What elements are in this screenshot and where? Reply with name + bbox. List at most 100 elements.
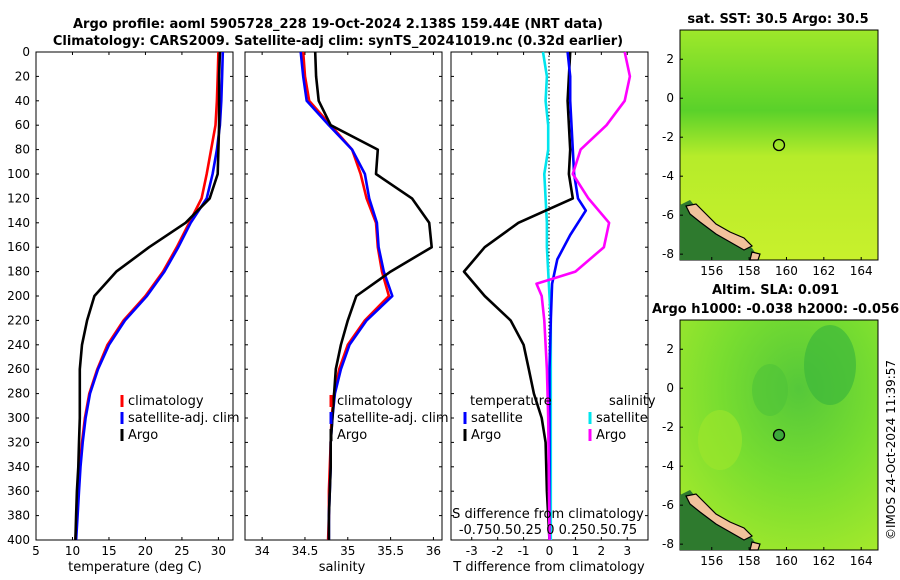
legend-temp-argo: Argo bbox=[471, 428, 501, 443]
lon-tick-label: 156 bbox=[700, 264, 723, 278]
lat-tick-label: -4 bbox=[662, 459, 674, 473]
difference-legend: temperature salinity satellite Argo sate… bbox=[463, 394, 656, 443]
difference-panel: -3 -2 -1 0 1 2 3 T difference from climatology… bbox=[450, 51, 656, 575]
depth-tick-label: 380 bbox=[7, 509, 30, 523]
sst-lon-ticks: 156 158 160 162 164 bbox=[700, 257, 873, 278]
depth-tick-label: 320 bbox=[7, 435, 30, 449]
depth-tick-label: 400 bbox=[7, 533, 30, 547]
difference-lines bbox=[462, 51, 632, 541]
salinity-axes bbox=[244, 51, 443, 541]
credit: ©IMOS 24-Oct-2024 11:39:57 bbox=[884, 360, 898, 540]
series-line-salinity-satellite bbox=[548, 51, 588, 540]
sla-high-1 bbox=[804, 325, 856, 405]
difference-tick-labels: -3 -2 -1 0 1 2 3 bbox=[451, 51, 648, 558]
depth-tick-label: 140 bbox=[7, 216, 30, 230]
depth-tick-label: 260 bbox=[7, 362, 30, 376]
lon-tick-label: 164 bbox=[850, 554, 873, 568]
x-tick-label: 34.5 bbox=[292, 544, 319, 558]
x-tick-label: 25 bbox=[174, 544, 189, 558]
depth-tick-label: 40 bbox=[15, 94, 30, 108]
depth-tick-label: 280 bbox=[7, 387, 30, 401]
depth-tick-label: 160 bbox=[7, 240, 30, 254]
x-tick-label: 3 bbox=[623, 544, 631, 558]
sla-low-1 bbox=[698, 410, 742, 470]
lat-tick-label: 0 bbox=[666, 91, 674, 105]
salinity-legend: climatology satellite-adj. clim Argo bbox=[329, 394, 449, 443]
x-tick-label: 20 bbox=[138, 544, 153, 558]
lon-tick-label: 156 bbox=[700, 554, 723, 568]
legend-climatology: climatology bbox=[337, 394, 413, 409]
depth-tick-label: 80 bbox=[15, 143, 30, 157]
lon-tick-label: 160 bbox=[775, 554, 798, 568]
sst-land bbox=[685, 203, 754, 251]
s-difference-label: S difference from climatology bbox=[452, 507, 644, 522]
title-line-1: Argo profile: aoml 5905728_228 19-Oct-20… bbox=[73, 17, 603, 32]
salinity-tick-labels: 34 34.5 35 35.5 36 bbox=[245, 51, 442, 558]
depth-tick-label: 200 bbox=[7, 289, 30, 303]
x-tick-label: 1 bbox=[572, 544, 580, 558]
lon-tick-label: 162 bbox=[812, 554, 835, 568]
depth-tick-label: 120 bbox=[7, 191, 30, 205]
s-difference-ticks: -0.750.50.25 0 0.250.50.75 bbox=[459, 523, 637, 538]
temperature-tick-labels: 5 10 15 20 25 30 bbox=[32, 51, 233, 558]
lat-tick-label: 2 bbox=[666, 52, 674, 66]
lon-tick-label: 160 bbox=[775, 264, 798, 278]
x-tick-label: 0 bbox=[546, 544, 554, 558]
depth-tick-label: 300 bbox=[7, 411, 30, 425]
depth-tick-label: 340 bbox=[7, 460, 30, 474]
x-tick-label: 10 bbox=[65, 544, 80, 558]
sla-lon-ticks: 156 158 160 162 164 bbox=[700, 547, 873, 568]
depth-tick-label: 180 bbox=[7, 265, 30, 279]
sst-land-island bbox=[749, 251, 761, 261]
x-tick-label: -1 bbox=[518, 544, 530, 558]
lat-tick-label: -4 bbox=[662, 169, 674, 183]
legend-title-temperature: temperature bbox=[470, 394, 552, 409]
sst-argo-marker bbox=[772, 138, 786, 152]
lon-tick-label: 162 bbox=[812, 264, 835, 278]
x-tick-label: -3 bbox=[466, 544, 478, 558]
lat-tick-label: -2 bbox=[662, 420, 674, 434]
x-tick-label: 5 bbox=[32, 544, 40, 558]
x-tick-label: 34 bbox=[254, 544, 269, 558]
lat-tick-label: -8 bbox=[662, 247, 674, 261]
legend-satellite: satellite-adj. clim bbox=[337, 411, 449, 426]
salinity-panel: 34 34.5 35 35.5 36 salinity climatology sate… bbox=[244, 51, 449, 575]
sst-lat-ticks: 2 0 -2 -4 -6 -8 bbox=[662, 52, 683, 261]
sst-title: sat. SST: 30.5 Argo: 30.5 bbox=[687, 12, 868, 27]
legend-satellite: satellite-adj. clim bbox=[128, 411, 240, 426]
depth-tick-label: 60 bbox=[15, 118, 30, 132]
sla-argo-marker bbox=[772, 428, 786, 442]
sla-high-2 bbox=[752, 364, 788, 416]
temperature-lines bbox=[74, 51, 225, 541]
legend-climatology: climatology bbox=[128, 394, 204, 409]
title-line-2: Climatology: CARS2009. Satellite-adj cli… bbox=[53, 34, 623, 49]
legend-argo: Argo bbox=[337, 428, 367, 443]
series-line-argo bbox=[74, 51, 222, 541]
depth-tick-label: 100 bbox=[7, 167, 30, 181]
series-line-salinity-argo bbox=[535, 51, 632, 541]
depth-tick-label: 240 bbox=[7, 338, 30, 352]
sst-map: sat. SST: 30.5 Argo: 30.5 2 0 -2 -4 -6 -8 156… bbox=[662, 12, 879, 278]
temperature-xlabel: temperature (deg C) bbox=[68, 560, 202, 575]
x-tick-label: 35.5 bbox=[377, 544, 404, 558]
depth-tick-label: 20 bbox=[15, 69, 30, 83]
depth-tick-label: 220 bbox=[7, 313, 30, 327]
temperature-axes bbox=[35, 51, 234, 541]
legend-title-salinity: salinity bbox=[609, 394, 656, 409]
x-tick-label: 36 bbox=[426, 544, 441, 558]
legend-temp-satellite: satellite bbox=[471, 411, 523, 426]
salinity-lines bbox=[299, 51, 434, 541]
x-tick-label: 2 bbox=[598, 544, 606, 558]
lon-tick-label: 158 bbox=[738, 264, 761, 278]
sla-land-island bbox=[749, 541, 761, 551]
lon-tick-label: 158 bbox=[738, 554, 761, 568]
sla-land bbox=[685, 493, 754, 541]
x-tick-label: -2 bbox=[492, 544, 504, 558]
salinity-xlabel: salinity bbox=[319, 560, 366, 575]
lat-tick-label: 2 bbox=[666, 342, 674, 356]
depth-tick-label: 0 bbox=[22, 45, 30, 59]
lat-tick-label: -8 bbox=[662, 537, 674, 551]
sla-map: Altim. SLA: 0.091 Argo h1000: -0.038 h20… bbox=[652, 283, 899, 568]
difference-xlabel: T difference from climatology bbox=[452, 560, 645, 575]
